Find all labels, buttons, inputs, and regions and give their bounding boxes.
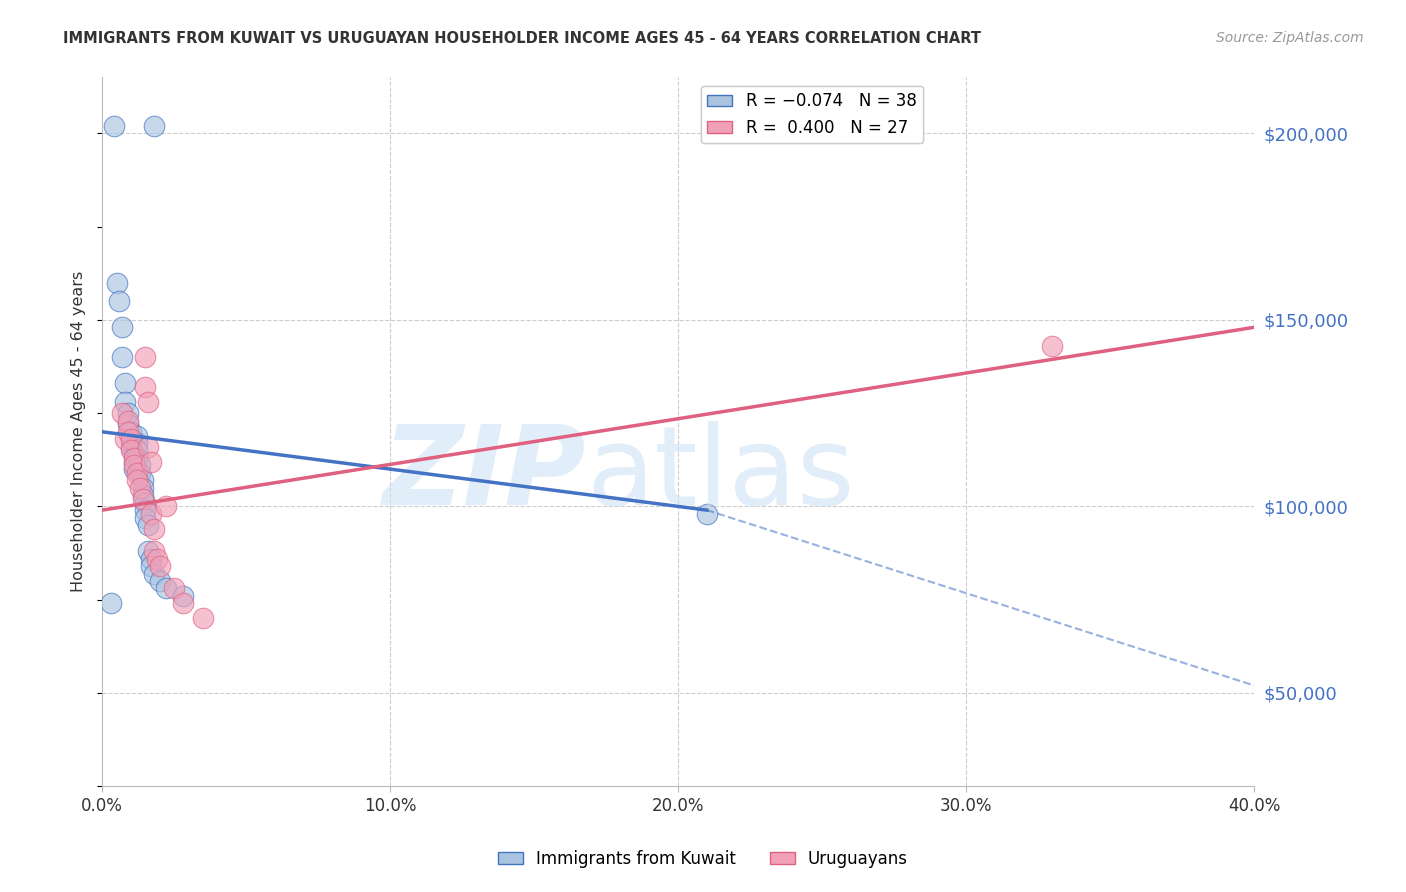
Point <box>131 481 153 495</box>
Point <box>125 443 148 458</box>
Point <box>114 376 136 391</box>
Point <box>108 294 131 309</box>
Point <box>143 566 166 581</box>
Point <box>125 450 148 465</box>
Point <box>111 350 134 364</box>
Point <box>122 447 145 461</box>
Point <box>103 119 125 133</box>
Point <box>117 414 139 428</box>
Point <box>100 596 122 610</box>
Point <box>172 596 194 610</box>
Point <box>136 518 159 533</box>
Point <box>1042 339 1064 353</box>
Point <box>114 395 136 409</box>
Point <box>128 466 150 480</box>
Point <box>128 481 150 495</box>
Point <box>125 466 148 480</box>
Point <box>120 425 142 439</box>
Point <box>131 473 153 487</box>
Point <box>149 574 172 588</box>
Point <box>143 544 166 558</box>
Point <box>696 507 718 521</box>
Text: atlas: atlas <box>586 421 855 528</box>
Point <box>149 559 172 574</box>
Text: Source: ZipAtlas.com: Source: ZipAtlas.com <box>1216 31 1364 45</box>
Point <box>120 432 142 446</box>
Legend: Immigrants from Kuwait, Uruguayans: Immigrants from Kuwait, Uruguayans <box>491 844 915 875</box>
Point <box>141 455 163 469</box>
Point <box>136 395 159 409</box>
Point <box>155 582 177 596</box>
Point <box>172 589 194 603</box>
Point <box>155 500 177 514</box>
Point <box>125 436 148 450</box>
Point <box>134 510 156 524</box>
Point <box>122 462 145 476</box>
Point <box>120 443 142 458</box>
Point <box>134 350 156 364</box>
Point <box>122 455 145 469</box>
Point <box>141 507 163 521</box>
Point <box>122 458 145 473</box>
Point <box>114 432 136 446</box>
Point <box>131 488 153 502</box>
Point <box>117 425 139 439</box>
Point <box>128 458 150 473</box>
Point <box>191 611 214 625</box>
Point <box>120 432 142 446</box>
Point <box>105 276 128 290</box>
Point <box>143 119 166 133</box>
Legend: R = −0.074   N = 38, R =  0.400   N = 27: R = −0.074 N = 38, R = 0.400 N = 27 <box>700 86 924 144</box>
Point <box>146 551 169 566</box>
Point <box>141 559 163 574</box>
Point <box>163 582 186 596</box>
Point <box>125 428 148 442</box>
Point <box>117 406 139 420</box>
Point <box>117 417 139 432</box>
Point <box>122 450 145 465</box>
Y-axis label: Householder Income Ages 45 - 64 years: Householder Income Ages 45 - 64 years <box>72 271 86 592</box>
Point <box>136 440 159 454</box>
Point <box>131 491 153 506</box>
Point <box>136 544 159 558</box>
Point <box>111 320 134 334</box>
Point <box>120 440 142 454</box>
Point <box>143 522 166 536</box>
Point <box>111 406 134 420</box>
Point <box>134 503 156 517</box>
Text: IMMIGRANTS FROM KUWAIT VS URUGUAYAN HOUSEHOLDER INCOME AGES 45 - 64 YEARS CORREL: IMMIGRANTS FROM KUWAIT VS URUGUAYAN HOUS… <box>63 31 981 46</box>
Point <box>125 473 148 487</box>
Point <box>134 496 156 510</box>
Point <box>141 551 163 566</box>
Point <box>134 380 156 394</box>
Text: ZIP: ZIP <box>382 421 586 528</box>
